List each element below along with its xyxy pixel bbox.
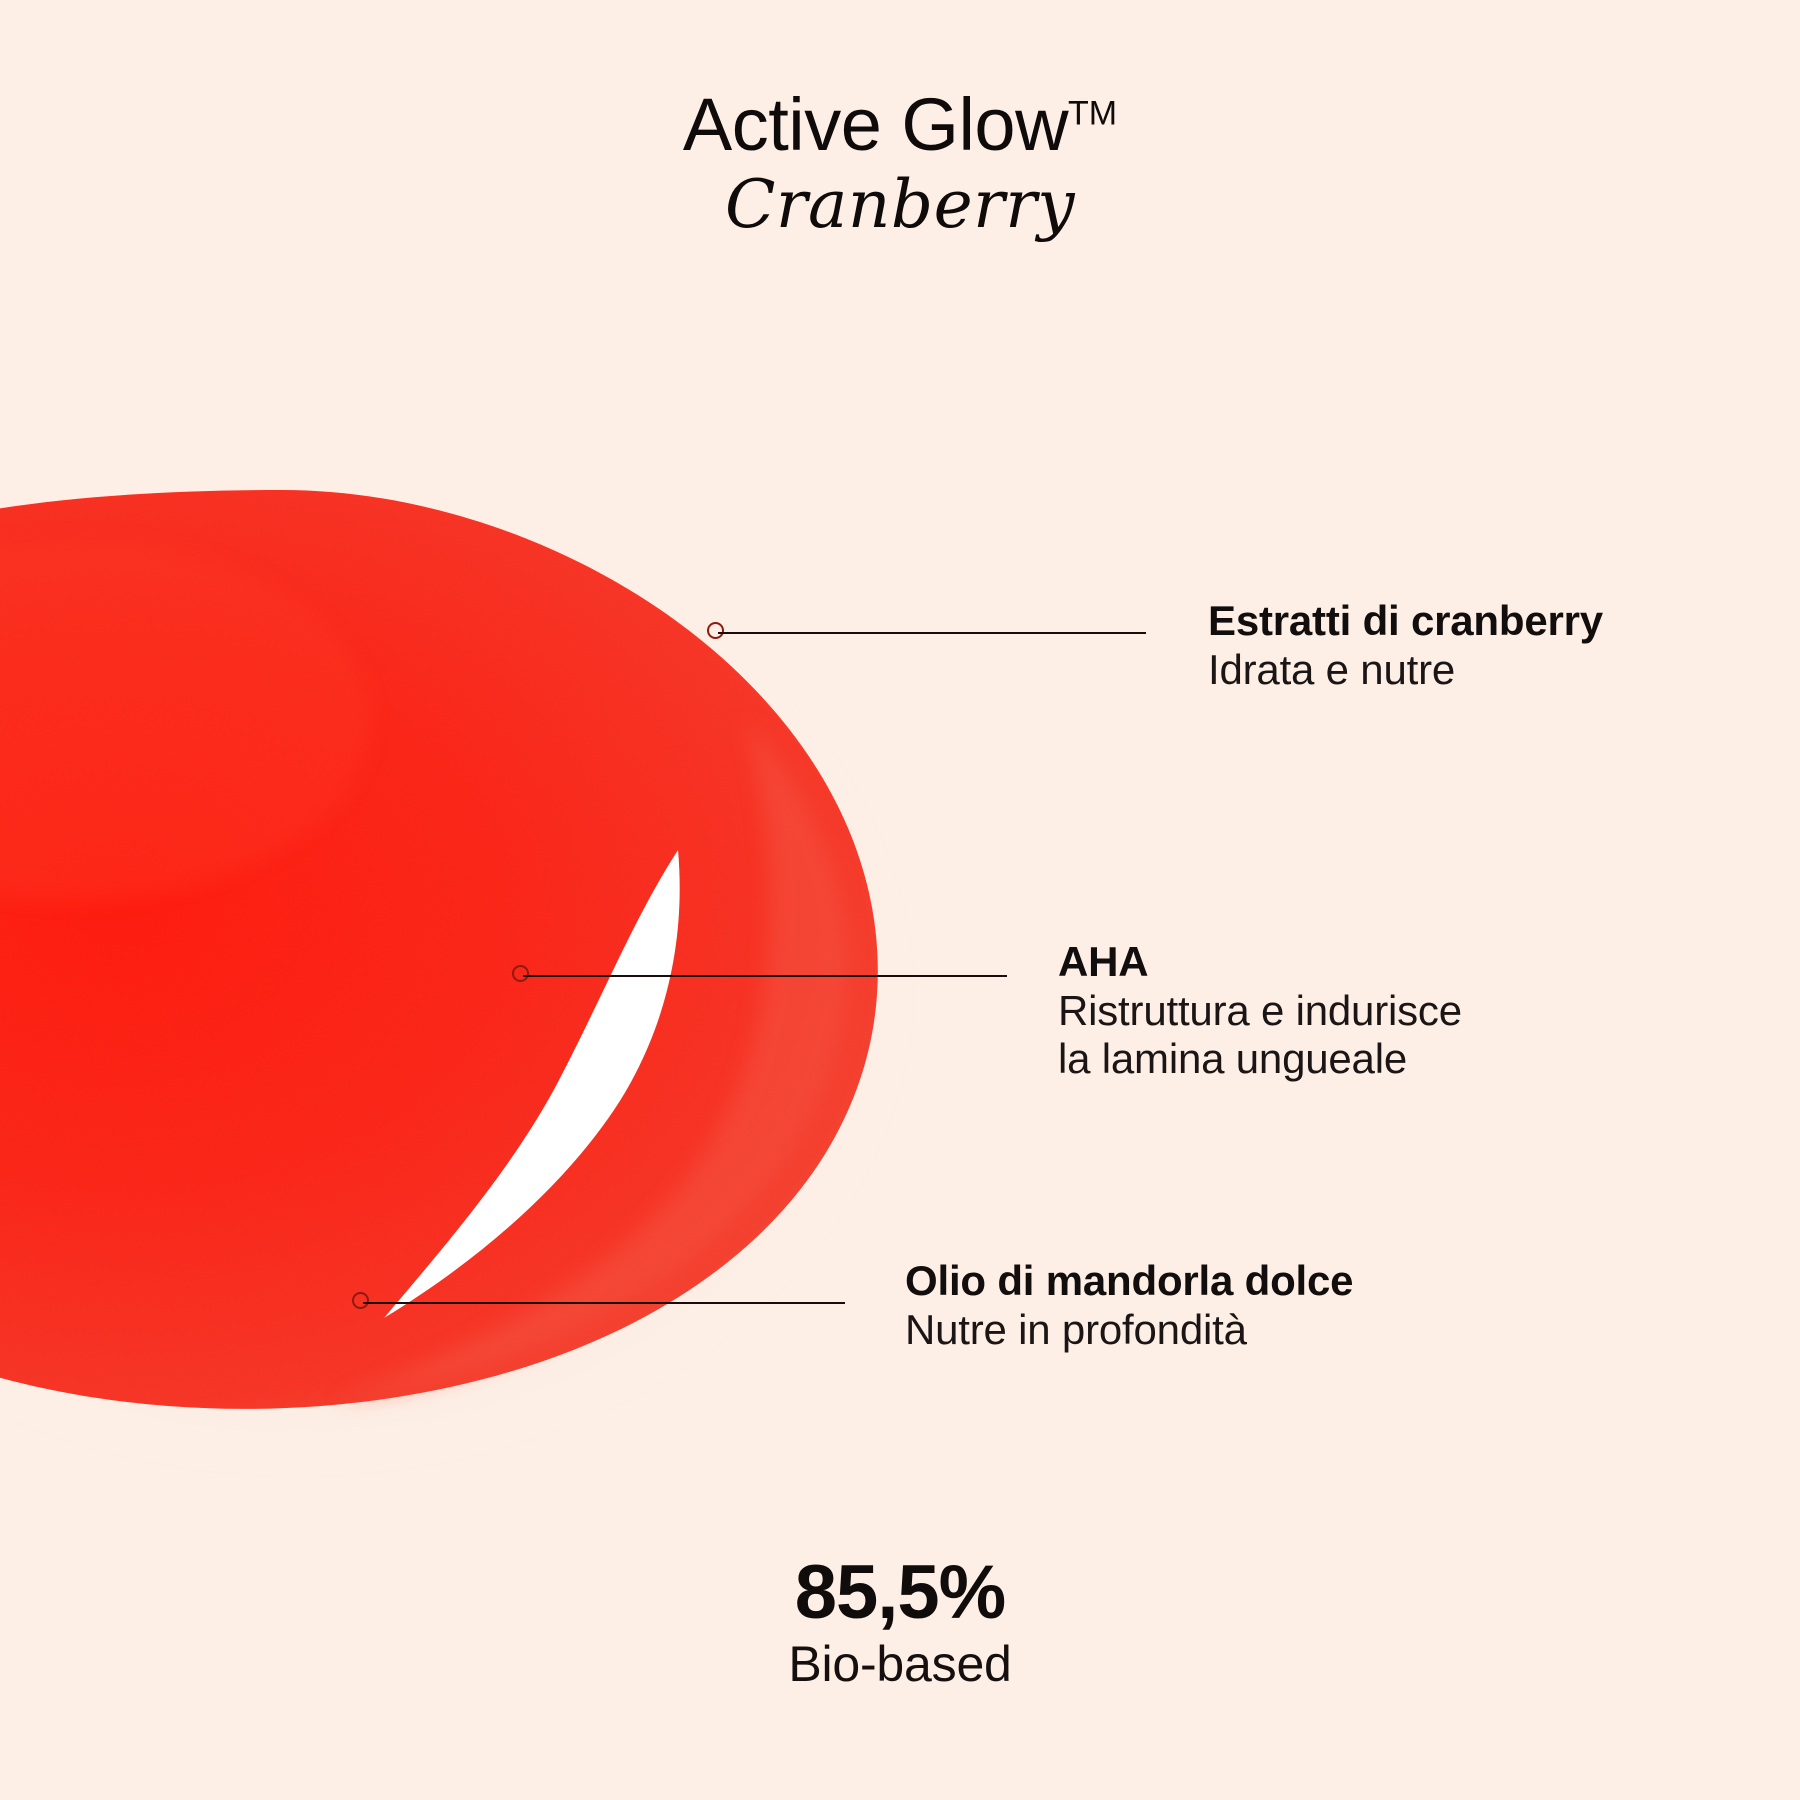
bio-based-stat: 85,5% Bio-based xyxy=(0,1553,1800,1692)
cranberry-drop-illustration xyxy=(0,420,930,1459)
callout-title: Olio di mandorla dolce xyxy=(905,1257,1354,1304)
blob-rim-light xyxy=(334,720,849,1402)
callout-title: AHA xyxy=(1058,938,1149,985)
title-block: Active GlowTM Cranberry xyxy=(0,88,1800,238)
blob-sheen xyxy=(0,540,370,900)
callout-description-line: la lamina ungueale xyxy=(1058,1035,1407,1083)
callout-sweet-almond-oil: Olio di mandorla dolce Nutre in profondi… xyxy=(905,1257,1354,1354)
trademark-icon: TM xyxy=(1068,94,1118,133)
callout-title: Estratti di cranberry xyxy=(1208,597,1603,644)
callout-cranberry-extract: Estratti di cranberry Idrata e nutre xyxy=(1208,597,1603,694)
stat-label: Bio-based xyxy=(788,1636,1012,1693)
gloss-highlight xyxy=(384,850,680,1318)
callout-description-line: Idrata e nutre xyxy=(1208,645,1456,693)
callout-description-line: Ristruttura e indurisce xyxy=(1058,986,1462,1034)
callout-aha: AHA Ristruttura e indurisce la lamina un… xyxy=(1058,938,1462,1084)
callout-description-line: Nutre in profondità xyxy=(905,1305,1247,1353)
stat-value: 85,5% xyxy=(794,1550,1007,1635)
product-title-text: Active Glow xyxy=(682,83,1069,166)
product-variant-name: Cranberry xyxy=(724,166,1076,243)
page-title: Active GlowTM xyxy=(0,88,1800,162)
